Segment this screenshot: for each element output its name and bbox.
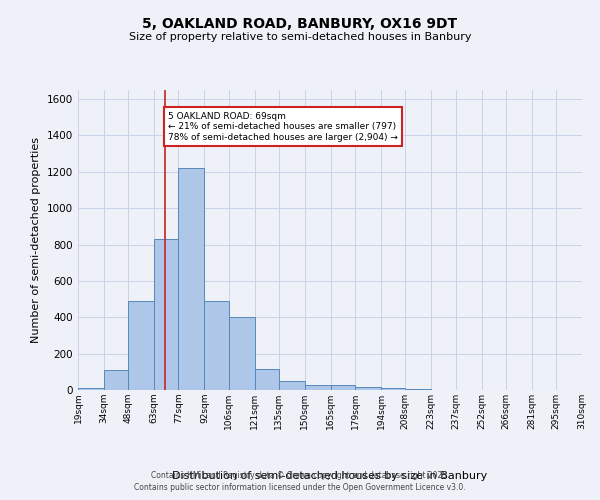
X-axis label: Distribution of semi-detached houses by size in Banbury: Distribution of semi-detached houses by … [172,471,488,481]
Bar [178,168,205,390]
Bar [128,301,154,390]
Bar [331,386,355,390]
Text: 5 OAKLAND ROAD: 69sqm
← 21% of semi-detached houses are smaller (797)
78% of sem: 5 OAKLAND ROAD: 69sqm ← 21% of semi-deta… [168,112,398,142]
Bar [104,370,128,390]
Bar [381,388,406,390]
Bar [355,388,381,390]
Text: Size of property relative to semi-detached houses in Banbury: Size of property relative to semi-detach… [129,32,471,42]
Text: Contains HM Land Registry data © Crown copyright and database right 2025.: Contains HM Land Registry data © Crown c… [151,471,449,480]
Bar [78,388,104,390]
Text: Contains public sector information licensed under the Open Government Licence v3: Contains public sector information licen… [134,484,466,492]
Bar [154,239,178,390]
Bar [279,381,305,390]
Bar [254,369,279,390]
Bar [406,389,431,390]
Bar [305,384,331,390]
Text: 5, OAKLAND ROAD, BANBURY, OX16 9DT: 5, OAKLAND ROAD, BANBURY, OX16 9DT [142,18,458,32]
Bar [229,318,254,390]
Bar [205,301,229,390]
Y-axis label: Number of semi-detached properties: Number of semi-detached properties [31,137,41,343]
